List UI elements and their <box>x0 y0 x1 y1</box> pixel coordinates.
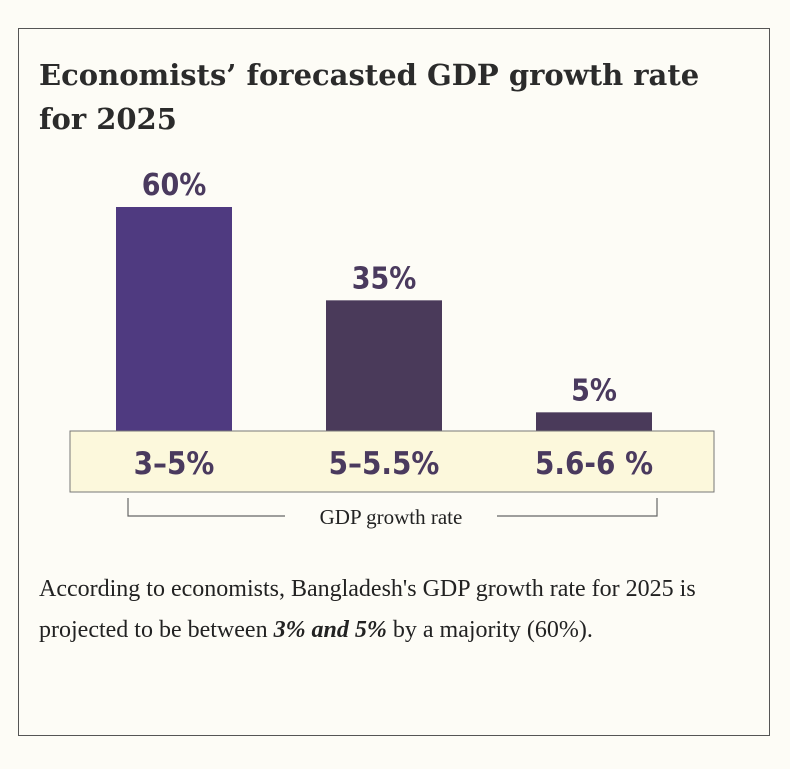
caption: According to economists, Bangladesh's GD… <box>39 569 739 651</box>
category-labels: 3–5% 5–5.5% 5.6-6 % <box>134 446 653 482</box>
bar <box>536 412 652 431</box>
x-axis-title: GDP growth rate <box>320 505 463 529</box>
category-band <box>69 430 715 493</box>
chart-card: Economists’ forecasted GDP growth rate f… <box>18 28 770 736</box>
chart-title: Economists’ forecasted GDP growth rate f… <box>39 58 700 136</box>
category-label: 5.6-6 % <box>535 446 653 482</box>
axis-bracket <box>127 498 658 517</box>
bar <box>326 300 442 431</box>
bar-chart: 60% 35% 5% 3–5% 5–5.5% 5.6-6 % GDP growth ra… <box>69 168 715 529</box>
bar-value-label: 60% <box>142 168 207 203</box>
bar-value-label: 5% <box>571 373 617 408</box>
bar <box>116 207 232 431</box>
caption-highlight: 3% and 5% <box>273 617 387 643</box>
category-label: 3–5% <box>134 446 215 482</box>
caption-text: According to economists, Bangladesh's GD… <box>39 576 696 643</box>
bar-value-label: 35% <box>352 261 417 296</box>
caption-tail: by a majority (60%). <box>386 617 593 643</box>
bars-layer: 60% 35% 5% <box>116 168 652 431</box>
category-label: 5–5.5% <box>329 446 440 482</box>
